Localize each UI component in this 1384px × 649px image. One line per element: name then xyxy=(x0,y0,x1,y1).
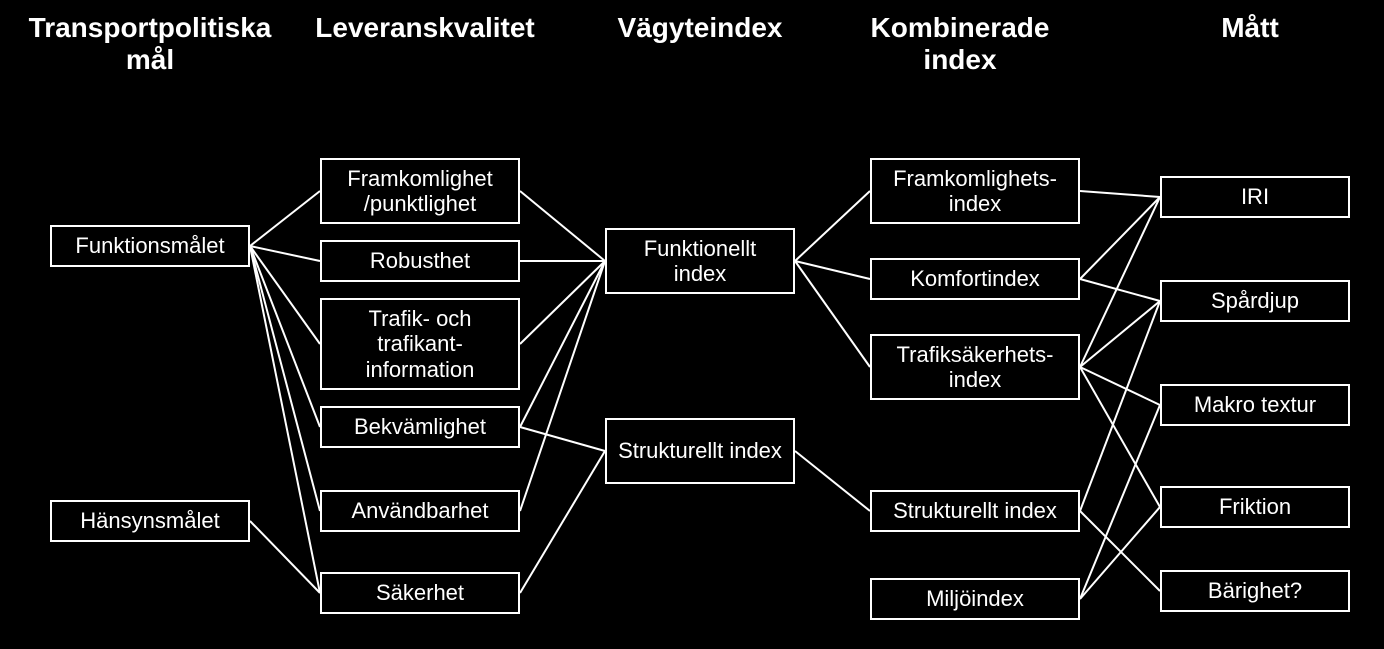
edge xyxy=(250,191,320,246)
node-funktionsmalet: Funktionsmålet xyxy=(50,225,250,267)
edge xyxy=(795,261,870,367)
edge xyxy=(520,427,605,451)
node-trafiksakerhetsindex: Trafiksäkerhets- index xyxy=(870,334,1080,400)
node-makrotextur: Makro textur xyxy=(1160,384,1350,426)
column-header: Vägyteindex xyxy=(590,12,810,44)
edge xyxy=(250,521,320,593)
edge xyxy=(250,246,320,344)
node-robusthet: Robusthet xyxy=(320,240,520,282)
edge xyxy=(250,246,320,427)
node-barighet: Bärighet? xyxy=(1160,570,1350,612)
column-header: Transportpolitiska mål xyxy=(20,12,280,76)
edge xyxy=(520,261,605,344)
edges-layer xyxy=(0,0,1384,649)
column-header: Mått xyxy=(1160,12,1340,44)
edge xyxy=(1080,511,1160,591)
edge xyxy=(520,451,605,593)
edge xyxy=(795,261,870,279)
column-header: Kombinerade index xyxy=(840,12,1080,76)
edge xyxy=(1080,367,1160,405)
edge xyxy=(1080,367,1160,507)
node-komfortindex: Komfortindex xyxy=(870,258,1080,300)
node-anvandbarhet: Användbarhet xyxy=(320,490,520,532)
node-sakerhet: Säkerhet xyxy=(320,572,520,614)
node-spardjup: Spårdjup xyxy=(1160,280,1350,322)
node-miljoindex: Miljöindex xyxy=(870,578,1080,620)
node-strukturelltindex: Strukturellt index xyxy=(870,490,1080,532)
node-funktionellt: Funktionellt index xyxy=(605,228,795,294)
edge xyxy=(1080,279,1160,301)
node-strukturellt: Strukturellt index xyxy=(605,418,795,484)
node-hansynsmalet: Hänsynsmålet xyxy=(50,500,250,542)
edge xyxy=(250,246,320,261)
node-framkomlighetsindex: Framkomlighets- index xyxy=(870,158,1080,224)
edge xyxy=(1080,197,1160,279)
edge xyxy=(520,261,605,427)
node-iri: IRI xyxy=(1160,176,1350,218)
flowchart-container: Transportpolitiska mål Leveranskvalitet Vä… xyxy=(0,0,1384,649)
edge xyxy=(520,261,605,511)
edge xyxy=(1080,301,1160,511)
edge xyxy=(1080,405,1160,599)
edge xyxy=(1080,191,1160,197)
node-framkomlighet: Framkomlighet /punktlighet xyxy=(320,158,520,224)
edge xyxy=(250,246,320,593)
node-bekvamlighet: Bekvämlighet xyxy=(320,406,520,448)
edge xyxy=(1080,197,1160,367)
edge xyxy=(795,451,870,511)
edge xyxy=(1080,301,1160,367)
node-friktion: Friktion xyxy=(1160,486,1350,528)
column-header: Leveranskvalitet xyxy=(300,12,550,44)
edge xyxy=(795,191,870,261)
edge xyxy=(520,191,605,261)
edge xyxy=(250,246,320,511)
node-trafikinfo: Trafik- och trafikant- information xyxy=(320,298,520,390)
edge xyxy=(1080,507,1160,599)
